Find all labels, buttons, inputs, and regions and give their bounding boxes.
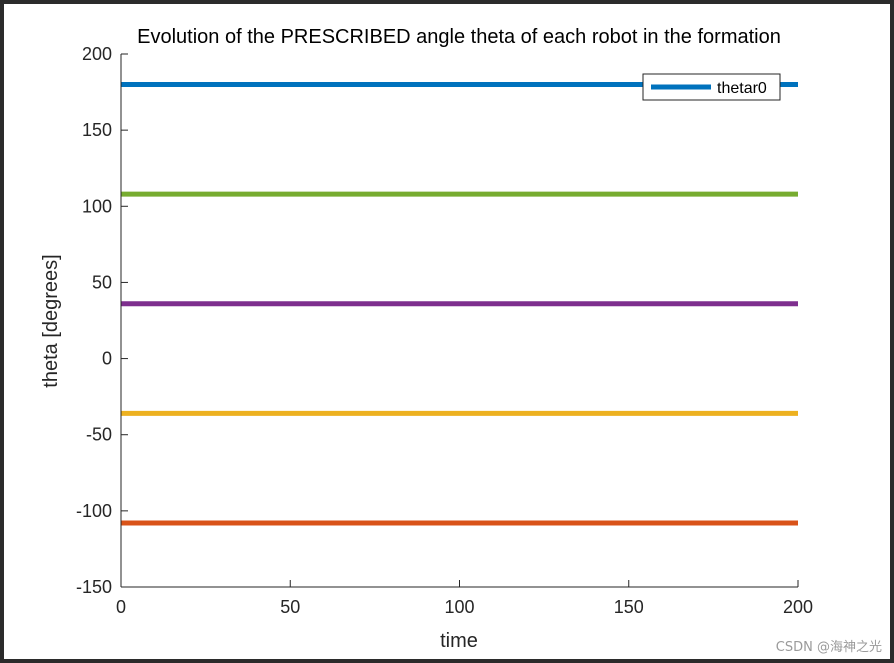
axes-layer: 0 50 100 150 200 -150 -100 -50 0 50 100 150 200 [76,44,813,617]
y-tick-label: 150 [82,120,112,140]
legend[interactable]: thetar0 [642,73,781,101]
x-tick-label: 200 [783,597,813,617]
y-tick-label: 0 [102,349,112,369]
figure: 0 50 100 150 200 -150 -100 -50 0 50 100 150 200 thet… [4,4,890,659]
y-tick-label: -100 [76,501,112,521]
chart: 0 50 100 150 200 -150 -100 -50 0 50 100 150 200 thet… [40,26,813,652]
y-tick-label: 100 [82,196,112,216]
x-tick-label: 50 [280,597,300,617]
plot-area [121,54,798,587]
x-tick-label: 0 [116,597,126,617]
x-tick-label: 100 [444,597,474,617]
y-tick-label: -150 [76,577,112,597]
chart-title: Evolution of the PRESCRIBED angle theta … [137,26,781,48]
plot-background [121,54,798,587]
legend-label: thetar0 [717,80,767,97]
watermark: CSDN @海神之光 [775,640,882,655]
y-axis-label: theta [degrees] [40,254,62,387]
y-tick-label: 50 [92,272,112,292]
y-tick-label: -50 [86,425,112,445]
x-tick-label: 150 [614,597,644,617]
x-axis-label: time [440,630,478,652]
y-tick-label: 200 [82,44,112,64]
